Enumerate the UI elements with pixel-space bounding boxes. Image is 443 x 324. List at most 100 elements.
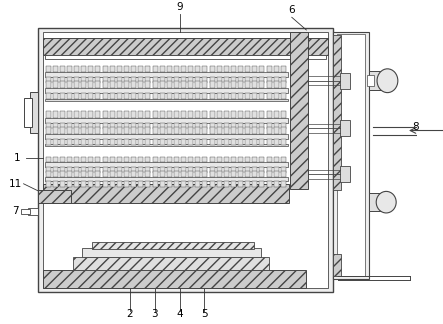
Bar: [67, 171, 72, 177]
Bar: [337, 34, 365, 276]
Bar: [281, 167, 286, 173]
Bar: [253, 65, 257, 72]
Bar: [60, 81, 65, 88]
Bar: [88, 123, 93, 129]
Bar: [67, 111, 72, 118]
Bar: [253, 181, 257, 187]
Bar: [181, 77, 186, 83]
Bar: [174, 167, 179, 173]
Bar: [95, 81, 101, 88]
Bar: [245, 167, 250, 173]
Bar: [274, 157, 279, 162]
Bar: [138, 171, 143, 177]
Bar: [67, 81, 72, 88]
Bar: [231, 167, 236, 173]
Bar: [138, 123, 143, 129]
Text: 1: 1: [14, 153, 21, 163]
Bar: [274, 181, 279, 187]
Bar: [267, 171, 272, 177]
Bar: [74, 157, 79, 162]
Bar: [45, 72, 288, 77]
Bar: [188, 127, 193, 134]
Bar: [95, 65, 101, 72]
Bar: [138, 181, 143, 187]
Bar: [188, 123, 193, 129]
Bar: [152, 77, 158, 83]
Bar: [181, 181, 186, 187]
Bar: [53, 81, 58, 88]
Bar: [231, 171, 236, 177]
Bar: [74, 93, 79, 99]
Bar: [131, 171, 136, 177]
Bar: [103, 157, 108, 162]
Bar: [267, 65, 272, 72]
Bar: [138, 65, 143, 72]
Bar: [131, 167, 136, 173]
Bar: [117, 157, 122, 162]
Bar: [145, 81, 150, 88]
Bar: [210, 123, 214, 129]
Bar: [145, 123, 150, 129]
Bar: [53, 139, 58, 145]
Text: 2: 2: [126, 309, 133, 319]
Bar: [195, 123, 200, 129]
Bar: [181, 81, 186, 88]
Bar: [124, 77, 129, 83]
Bar: [224, 127, 229, 134]
Bar: [145, 127, 150, 134]
Bar: [281, 65, 286, 72]
Bar: [60, 181, 65, 187]
Bar: [67, 65, 72, 72]
Bar: [238, 181, 243, 187]
Bar: [260, 81, 264, 88]
Bar: [281, 93, 286, 99]
Bar: [334, 35, 341, 190]
Bar: [95, 93, 101, 99]
Bar: [60, 93, 65, 99]
Bar: [253, 123, 257, 129]
Bar: [202, 171, 207, 177]
Bar: [124, 167, 129, 173]
Bar: [174, 93, 179, 99]
Bar: [81, 77, 86, 83]
Bar: [110, 81, 115, 88]
Bar: [110, 171, 115, 177]
Bar: [74, 171, 79, 177]
Bar: [67, 77, 72, 83]
Bar: [117, 181, 122, 187]
Bar: [38, 29, 334, 292]
Bar: [95, 167, 101, 173]
Bar: [224, 77, 229, 83]
Bar: [145, 65, 150, 72]
Bar: [188, 81, 193, 88]
Bar: [46, 127, 51, 134]
Bar: [231, 81, 236, 88]
Bar: [202, 77, 207, 83]
Bar: [210, 181, 214, 187]
Bar: [210, 127, 214, 134]
Bar: [110, 127, 115, 134]
Bar: [131, 93, 136, 99]
Bar: [88, 181, 93, 187]
Bar: [45, 177, 288, 181]
Bar: [159, 167, 165, 173]
Bar: [181, 127, 186, 134]
Bar: [260, 93, 264, 99]
Bar: [124, 93, 129, 99]
Bar: [159, 171, 165, 177]
Bar: [23, 98, 32, 127]
Bar: [131, 123, 136, 129]
Bar: [238, 93, 243, 99]
Bar: [152, 171, 158, 177]
Bar: [145, 139, 150, 145]
Bar: [195, 157, 200, 162]
Bar: [74, 139, 79, 145]
Bar: [152, 157, 158, 162]
Bar: [67, 167, 72, 173]
Bar: [131, 181, 136, 187]
Bar: [238, 81, 243, 88]
Bar: [253, 139, 257, 145]
Bar: [253, 167, 257, 173]
Bar: [53, 167, 58, 173]
Bar: [117, 139, 122, 145]
